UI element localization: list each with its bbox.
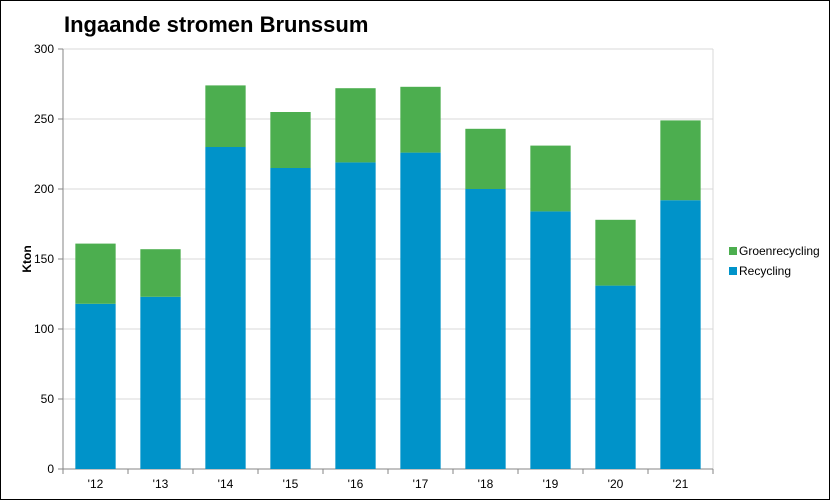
bar-groenrecycling-2 (205, 85, 246, 147)
x-tick-label: '20 (608, 477, 624, 491)
bar-groenrecycling-9 (660, 120, 701, 201)
bar-recycling-8 (595, 285, 636, 469)
legend: Groenrecycling Recycling (729, 244, 820, 278)
x-tick-label: '21 (673, 477, 689, 491)
bar-recycling-3 (270, 168, 311, 469)
bar-groenrecycling-4 (335, 88, 376, 163)
bars (75, 85, 701, 469)
bar-groenrecycling-7 (530, 145, 571, 212)
legend-swatch-groenrecycling (729, 247, 737, 255)
legend-label-groenrecycling: Groenrecycling (739, 244, 820, 258)
x-tick-label: '17 (413, 477, 429, 491)
bar-groenrecycling-5 (400, 86, 441, 153)
y-tick-label: 250 (34, 112, 54, 126)
y-tick-label: 50 (41, 392, 55, 406)
bar-groenrecycling-0 (75, 243, 116, 304)
x-tick-label: '12 (88, 477, 104, 491)
y-tick-label: 150 (34, 252, 54, 266)
chart-title: Ingaande stromen Brunssum (64, 12, 369, 37)
y-tick-label: 200 (34, 182, 54, 196)
y-tick-label: 0 (47, 462, 54, 476)
y-axis-title: Kton (20, 245, 34, 272)
y-tick-label: 100 (34, 322, 54, 336)
bar-recycling-2 (205, 147, 246, 469)
bar-recycling-9 (660, 200, 701, 469)
x-tick-label: '15 (283, 477, 299, 491)
bar-groenrecycling-6 (465, 128, 506, 189)
bar-recycling-4 (335, 162, 376, 469)
x-tick-label: '13 (153, 477, 169, 491)
bar-recycling-5 (400, 152, 441, 469)
legend-label-recycling: Recycling (739, 264, 791, 278)
x-tick-label: '16 (348, 477, 364, 491)
bar-groenrecycling-8 (595, 219, 636, 286)
bar-recycling-0 (75, 303, 116, 469)
legend-swatch-recycling (729, 267, 737, 275)
bar-recycling-6 (465, 189, 506, 469)
x-tick-label: '19 (543, 477, 559, 491)
y-tick-label: 300 (34, 42, 54, 56)
bar-recycling-1 (140, 296, 181, 469)
bar-groenrecycling-1 (140, 249, 181, 297)
bar-groenrecycling-3 (270, 112, 311, 168)
x-tick-label: '18 (478, 477, 494, 491)
bar-recycling-7 (530, 211, 571, 469)
tick-labels: 0 50 100 150 200 250 300 '12 '13 '14 '15 '16 '17 '18 '… (34, 42, 689, 491)
x-tick-label: '14 (218, 477, 234, 491)
